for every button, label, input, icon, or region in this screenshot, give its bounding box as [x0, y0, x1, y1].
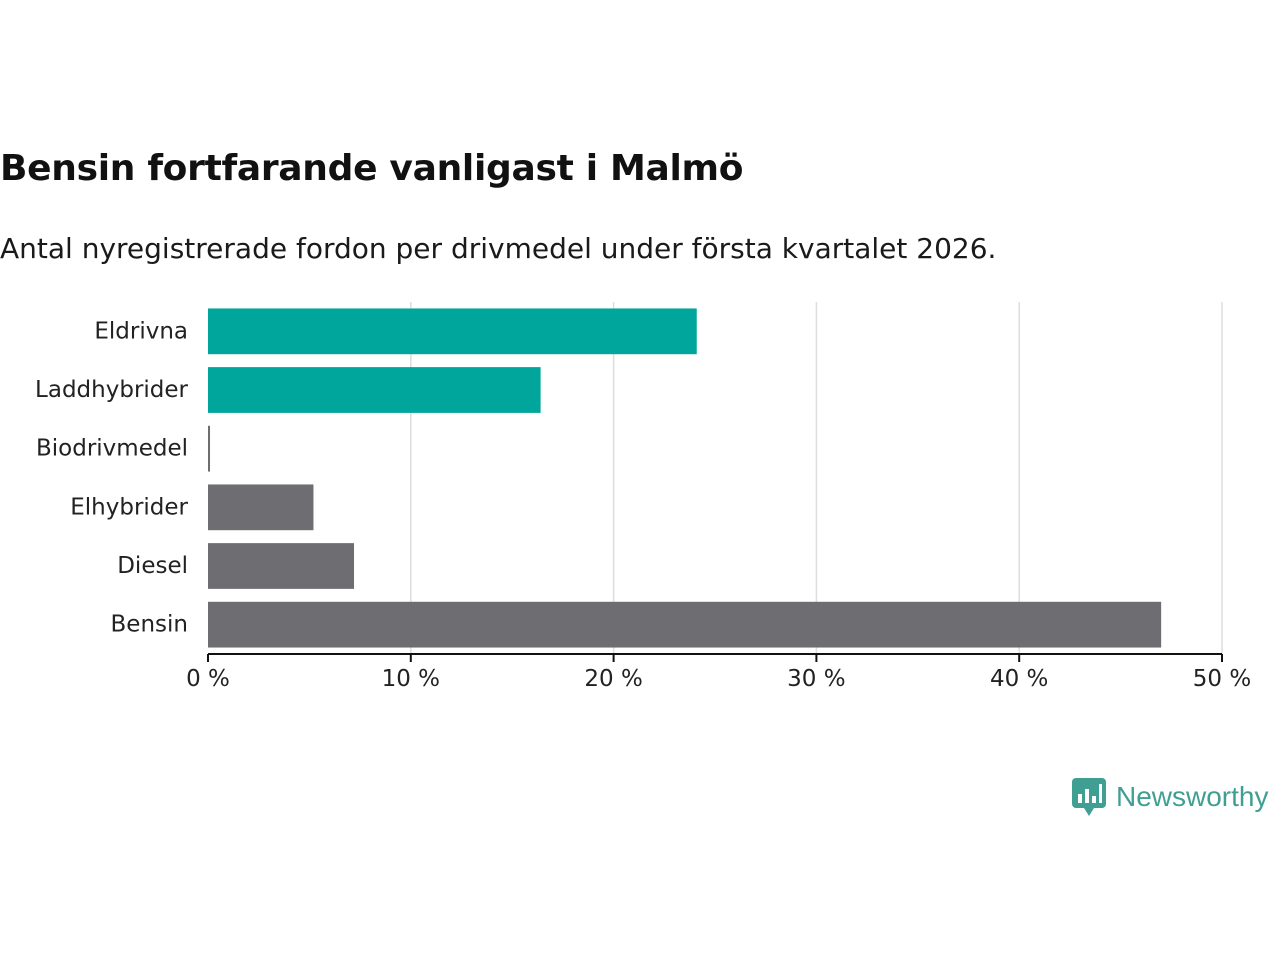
- newsworthy-logo-text: Newsworthy: [1116, 781, 1269, 812]
- category-label-diesel: Diesel: [117, 553, 188, 579]
- x-tick-label-5: 50 %: [1193, 666, 1251, 692]
- bar-diesel: [208, 543, 355, 589]
- chart-subtitle: Antal nyregistrerade fordon per drivmede…: [0, 232, 997, 265]
- bar-biodrivmedel: [208, 425, 211, 472]
- newsworthy-logo: Newsworthy: [1072, 776, 1268, 818]
- x-tick-label-1: 10 %: [382, 666, 440, 692]
- category-label-bensin: Bensin: [111, 612, 188, 638]
- category-label-laddhybrider: Laddhybrider: [35, 377, 188, 403]
- bar-bensin: [208, 601, 1162, 648]
- bar-chart: Eldrivna Laddhybrider Biodrivmedel Elhybrid…: [35, 302, 1251, 692]
- x-tick-label-2: 20 %: [584, 666, 642, 692]
- x-tick-label-4: 40 %: [990, 666, 1048, 692]
- category-label-eldrivna: Eldrivna: [94, 318, 188, 344]
- x-tick-label-0: 0 %: [186, 666, 230, 692]
- bar-elhybrider: [208, 484, 314, 531]
- category-label-biodrivmedel: Biodrivmedel: [36, 436, 188, 462]
- bar-laddhybrider: [208, 367, 541, 413]
- x-tick-label-3: 30 %: [787, 666, 845, 692]
- chart-title: Bensin fortfarande vanligast i Malmö: [0, 148, 744, 189]
- bar-eldrivna: [208, 308, 697, 355]
- newsworthy-logo-icon: [1072, 778, 1106, 816]
- category-label-elhybrider: Elhybrider: [70, 494, 188, 520]
